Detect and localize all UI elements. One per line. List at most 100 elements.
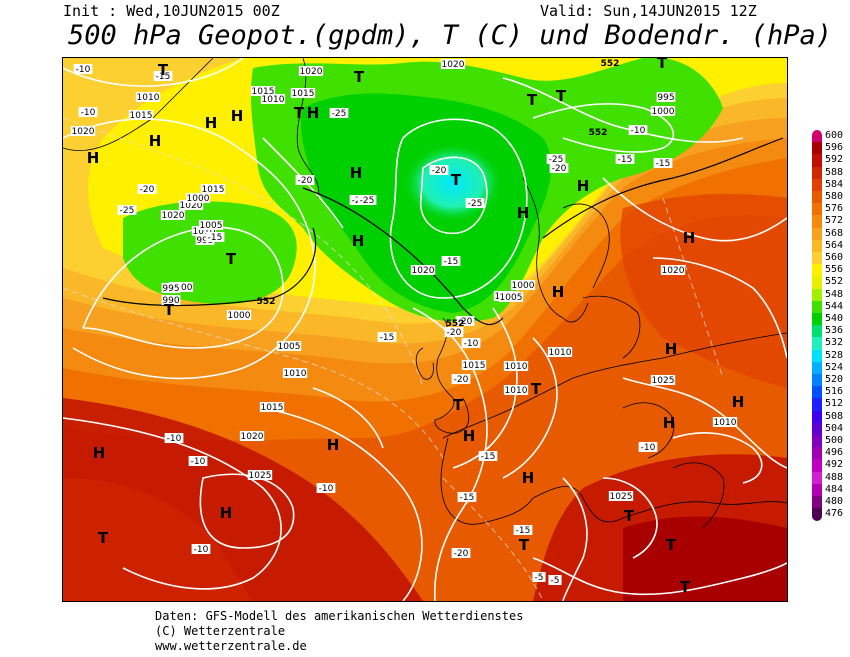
- svg-text:-10: -10: [319, 484, 334, 494]
- temperature-label: -10: [638, 442, 658, 453]
- scale-swatch: [812, 459, 822, 473]
- svg-text:T: T: [666, 536, 677, 554]
- scale-swatch: [812, 325, 822, 339]
- map-title: 500 hPa Geopot.(gpdm), T (C) und Bodendr…: [68, 20, 833, 51]
- band-584: [63, 478, 253, 601]
- svg-text:-15: -15: [656, 159, 671, 169]
- weather-map: 1010 1015 1020 1020 1015 1020 1015 1015 1020 1000…: [62, 57, 788, 602]
- pressure-label: 1020: [660, 265, 686, 276]
- svg-text:T: T: [527, 91, 538, 109]
- pressure-label: 1000: [650, 106, 676, 117]
- svg-text:-20: -20: [454, 549, 469, 559]
- svg-text:1025: 1025: [652, 376, 675, 386]
- svg-text:H: H: [149, 132, 162, 150]
- pressure-label: 1015: [200, 184, 226, 195]
- scale-swatch: [812, 215, 822, 229]
- high-pressure-mark: H: [220, 504, 233, 522]
- svg-text:-5: -5: [535, 573, 544, 583]
- pressure-label: 1020: [410, 265, 436, 276]
- svg-text:1025: 1025: [610, 492, 633, 502]
- svg-text:1000: 1000: [512, 281, 535, 291]
- scale-label: 564: [825, 239, 844, 251]
- color-scale-legend: 600 596 592 588 584 580 576 572 568 564 560 556 552 5…: [812, 130, 846, 525]
- pressure-label: 995: [656, 92, 676, 103]
- scale-label: 508: [825, 410, 844, 422]
- scale-swatch: [812, 288, 822, 302]
- scale-label: 484: [825, 483, 844, 495]
- svg-text:-10: -10: [641, 443, 656, 453]
- scale-label: 552: [825, 276, 844, 288]
- temperature-label: -10: [461, 338, 481, 349]
- scale-label: 596: [825, 142, 844, 154]
- high-pressure-mark: H: [350, 164, 363, 182]
- high-pressure-mark: H: [231, 107, 244, 125]
- low-pressure-mark: T: [527, 91, 538, 109]
- pressure-label: 1000: [226, 310, 252, 321]
- scale-label: 544: [825, 300, 844, 312]
- temperature-label: -15: [457, 492, 477, 503]
- svg-text:1000: 1000: [652, 107, 675, 117]
- pressure-label: 1015: [128, 110, 154, 121]
- temperature-label: -10: [628, 125, 648, 136]
- svg-text:1015: 1015: [292, 89, 315, 99]
- isobars: [63, 58, 787, 601]
- scale-label: 504: [825, 422, 844, 434]
- svg-text:-25: -25: [120, 206, 135, 216]
- pressure-label: 995: [195, 235, 215, 246]
- contour-552-east: [542, 137, 784, 239]
- scale-swatch: [812, 471, 822, 485]
- temperature-label: -15: [615, 154, 635, 165]
- svg-text:H: H: [552, 283, 565, 301]
- pressure-label: 1010: [503, 361, 529, 372]
- high-pressure-mark: H: [463, 427, 476, 445]
- contour-label-552: 552: [446, 319, 465, 329]
- band-584-east: [620, 193, 787, 388]
- temperature-labels: -10-15-10-20-25-15-25-20-25-20-25-15-20-…: [73, 64, 673, 586]
- svg-text:1020: 1020: [241, 432, 264, 442]
- high-pressure-mark: H: [327, 436, 340, 454]
- svg-text:1010: 1010: [284, 369, 307, 379]
- temperature-label: -20: [549, 163, 569, 174]
- svg-text:T: T: [531, 380, 542, 398]
- svg-text:-5: -5: [551, 576, 560, 586]
- svg-text:T: T: [164, 301, 175, 319]
- low-pressure-mark: T: [164, 301, 175, 319]
- temperature-label: -10: [73, 64, 93, 75]
- scale-label: 576: [825, 203, 844, 215]
- temperature-label: -5: [548, 575, 562, 586]
- svg-text:-15: -15: [444, 257, 459, 267]
- contour-label-552: 552: [257, 297, 276, 307]
- low-pressure-mark: T: [657, 58, 668, 72]
- svg-text:1000: 1000: [228, 311, 251, 321]
- svg-text:H: H: [352, 232, 365, 250]
- low-pressure-mark: T: [354, 68, 365, 86]
- temperature-label: -10: [191, 544, 211, 555]
- pressure-label: 1020: [239, 431, 265, 442]
- svg-text:1020: 1020: [72, 127, 95, 137]
- svg-text:-15: -15: [208, 233, 223, 243]
- svg-text:552: 552: [601, 59, 620, 69]
- pressure-label: 1005: [498, 292, 524, 303]
- contour-labels: 552 552 552 552: [257, 59, 620, 329]
- pressure-label: 1015: [290, 88, 316, 99]
- temperature-label: -20: [444, 327, 464, 338]
- scale-label: 532: [825, 337, 844, 349]
- svg-text:-15: -15: [460, 493, 475, 503]
- svg-text:1005: 1005: [500, 293, 523, 303]
- scale-swatch: [812, 130, 822, 144]
- svg-text:1010: 1010: [714, 418, 737, 428]
- temperature-label: -15: [478, 451, 498, 462]
- scale-label: 600: [825, 130, 844, 141]
- temperature-label: -15: [441, 256, 461, 267]
- svg-text:H: H: [307, 104, 320, 122]
- svg-text:995: 995: [657, 93, 674, 103]
- scale-label: 592: [825, 154, 844, 166]
- high-pressure-mark: H: [663, 414, 676, 432]
- scale-label: 540: [825, 313, 844, 324]
- svg-text:-10: -10: [464, 339, 479, 349]
- svg-text:H: H: [665, 340, 678, 358]
- svg-text:1015: 1015: [261, 403, 284, 413]
- high-pressure-mark: H: [552, 283, 565, 301]
- svg-text:-25: -25: [360, 196, 375, 206]
